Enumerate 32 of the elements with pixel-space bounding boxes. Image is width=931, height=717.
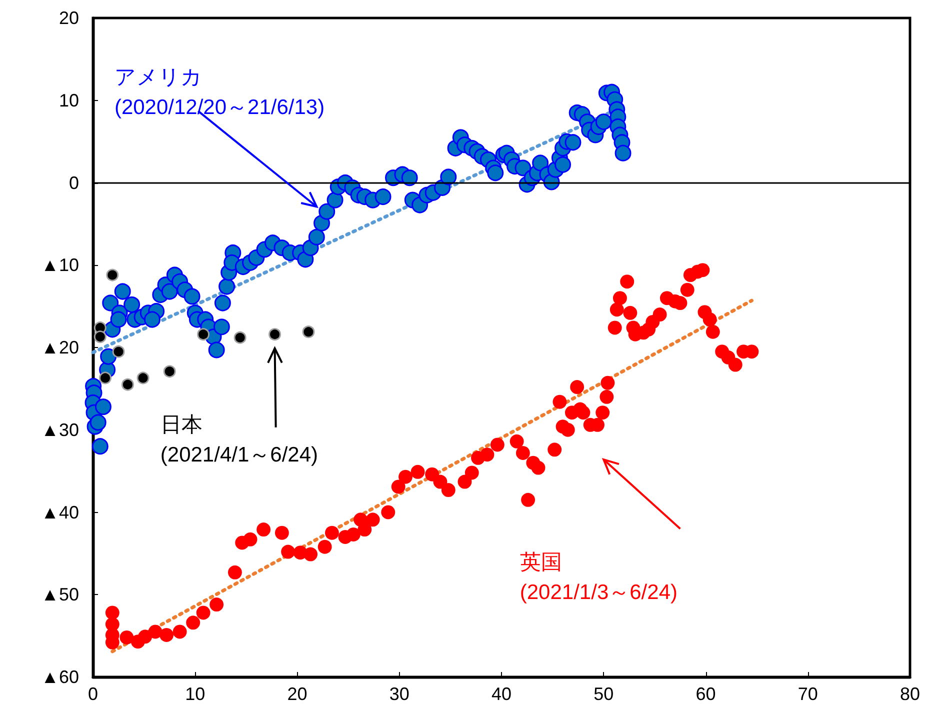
x-tick-label: 10 (185, 684, 206, 704)
series-label: 日本 (2021/4/1～6/24) (160, 414, 318, 467)
text: 英国 (2021/1/3～6/24) (520, 551, 678, 604)
y-tick-label: ▲20 (41, 338, 79, 358)
y-tick-label: 20 (58, 8, 79, 28)
y-tick-label: 10 (58, 90, 79, 110)
point (302, 326, 315, 338)
x-tick-label: 70 (798, 684, 818, 704)
point (234, 331, 246, 344)
point (106, 268, 119, 282)
point (163, 365, 176, 378)
y-tick-label: ▲10 (41, 255, 79, 276)
x-tick-label: 60 (696, 684, 716, 704)
point (112, 345, 125, 358)
point (136, 372, 150, 384)
x-tick-label: 20 (287, 684, 308, 704)
y-tick-label: 0 (68, 172, 79, 193)
x-tick-label: 50 (594, 684, 614, 704)
x-tick-label: 80 (900, 684, 920, 704)
x-tick-label: 0 (88, 684, 98, 704)
point (197, 328, 210, 341)
text: アメリカ (2020/12/20～21/6/13) (114, 66, 325, 119)
point (268, 328, 282, 341)
y-tick-label: ▲50 (41, 584, 79, 605)
y-tick-label: ▲60 (41, 667, 79, 687)
y-tick-label: ▲40 (41, 502, 79, 522)
point (99, 372, 112, 384)
x-tick-label: 40 (491, 684, 512, 704)
y-tick-label: ▲30 (41, 420, 79, 440)
point (121, 378, 134, 391)
point (94, 330, 106, 344)
x-tick-label: 30 (389, 684, 410, 704)
